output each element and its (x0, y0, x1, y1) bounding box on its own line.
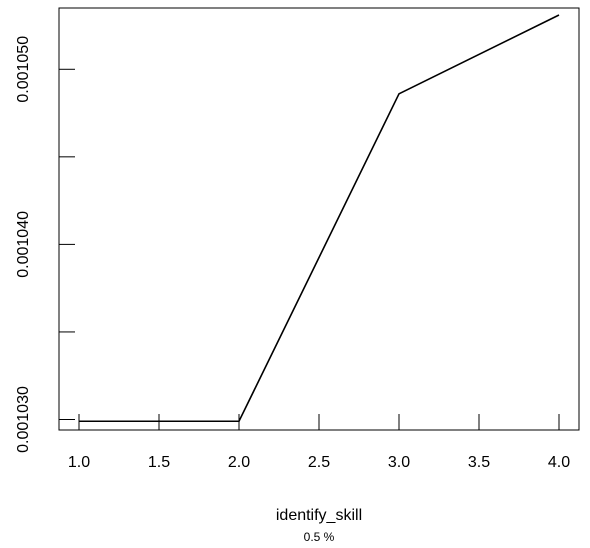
y-tick-label: 0.001040 (15, 211, 32, 278)
plot-frame (58, 7, 580, 431)
x-tick-label: 2.0 (228, 454, 250, 471)
x-tick-label: 4.0 (548, 454, 570, 471)
x-axis: 1.0 1.5 2.0 2.5 3.0 3.5 4.0 (68, 414, 570, 471)
series-line (79, 14, 560, 423)
y-tick-label: 0.001030 (15, 386, 32, 453)
x-axis-title: identify_skill (276, 507, 362, 524)
x-tick-label: 3.0 (388, 454, 410, 471)
y-axis: 0.001030 0.001040 0.001050 (15, 36, 75, 453)
y-tick-label: 0.001050 (15, 36, 32, 103)
subtitle: 0.5 % (304, 530, 335, 544)
x-tick-label: 1.5 (148, 454, 170, 471)
x-tick-label: 2.5 (308, 454, 330, 471)
x-tick-label: 3.5 (468, 454, 490, 471)
x-tick-label: 1.0 (68, 454, 90, 471)
